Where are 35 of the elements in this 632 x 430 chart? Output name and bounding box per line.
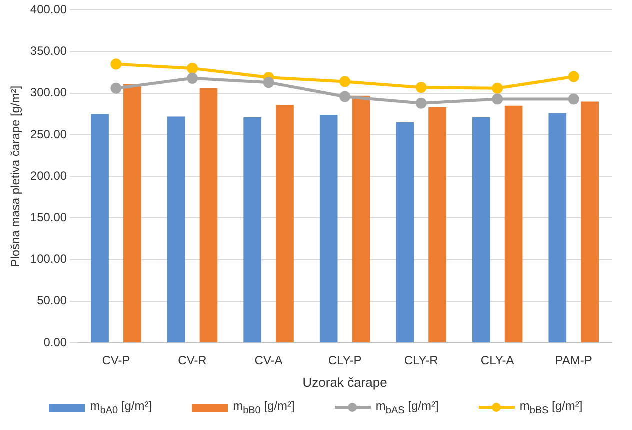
legend-label: m$_{bB0}$ [g/m²] <box>233 399 295 416</box>
point <box>416 82 427 94</box>
legend-label: m$_{bBS}$ [g/m²] <box>520 399 583 416</box>
legend-label: m$_{bA0}$ [g/m²] <box>90 399 152 416</box>
point <box>187 62 198 74</box>
x-tick-label: CV-A <box>254 354 283 368</box>
x-tick-label: CV-P <box>102 354 130 368</box>
point <box>263 77 274 88</box>
point <box>340 91 351 102</box>
y-tick-label: 350.00 <box>30 44 68 58</box>
x-tick-label: CLY-P <box>328 354 362 368</box>
point <box>416 98 427 109</box>
y-tick-label: 400.00 <box>30 2 68 17</box>
y-tick-label: 0.00 <box>44 335 68 350</box>
legend-label: m$_{bAS}$ [g/m²] <box>376 399 439 416</box>
point <box>110 82 122 94</box>
y-tick-label: 300.00 <box>30 86 68 100</box>
point <box>187 72 198 84</box>
x-tick-label: PAM-P <box>555 354 592 368</box>
x-tick-label: CV-R <box>178 354 208 368</box>
y-tick-label: 100.00 <box>30 252 68 266</box>
y-axis-title: Plošna masa pletiva čarape [g/m²] <box>8 86 23 268</box>
y-tick-label: 250.00 <box>30 127 68 142</box>
x-tick-label: CLY-R <box>404 354 439 368</box>
point <box>492 94 504 105</box>
x-axis-title: Uzorak čarape <box>302 374 388 390</box>
point <box>568 94 580 105</box>
point <box>492 82 504 94</box>
point <box>568 71 580 82</box>
y-tick-label: 150.00 <box>30 210 68 225</box>
point <box>340 76 351 88</box>
y-tick-label: 50.00 <box>37 294 68 308</box>
x-tick-label: CLY-A <box>480 354 514 368</box>
y-tick-label: 200.00 <box>30 168 68 183</box>
point <box>110 58 122 70</box>
